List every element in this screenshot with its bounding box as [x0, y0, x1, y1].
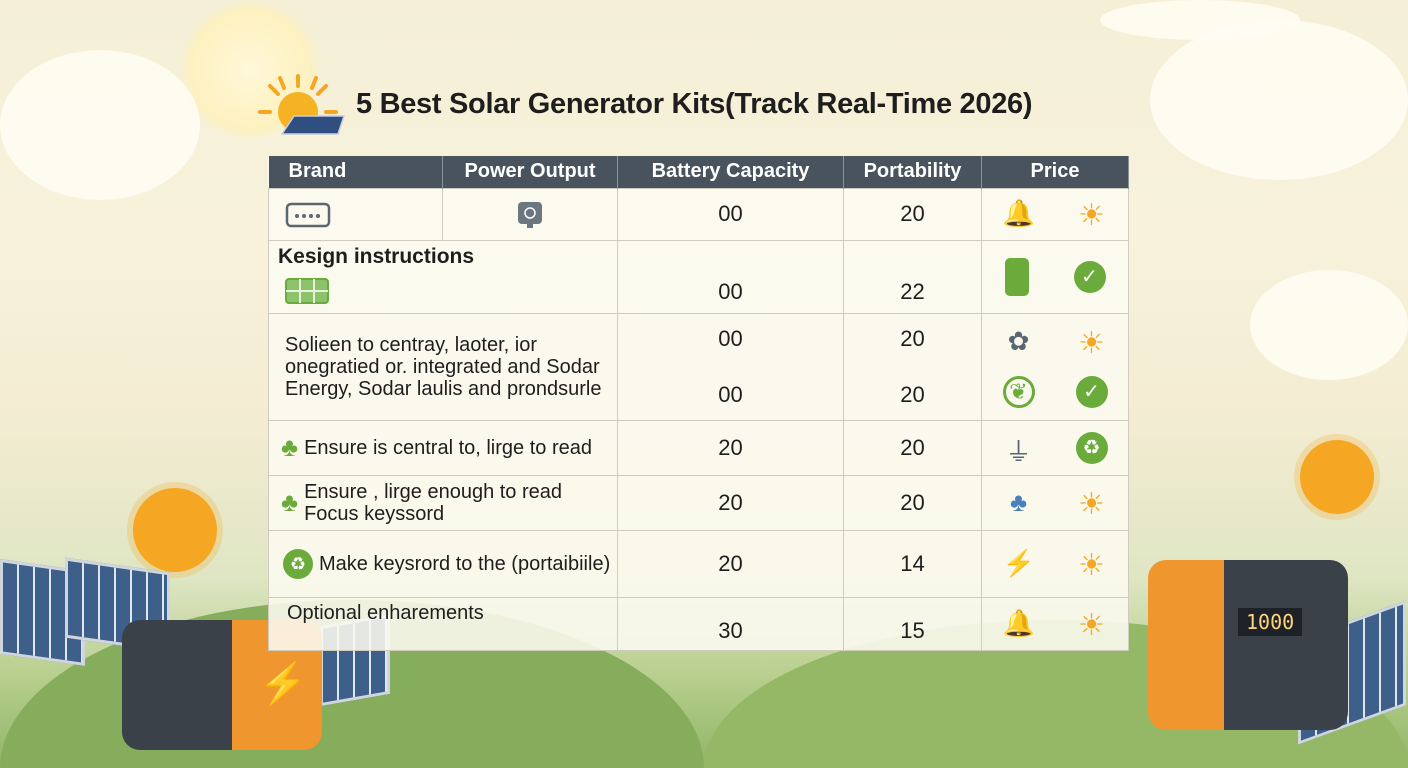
battery-capacity-cell: 00 [617, 239, 844, 314]
table-header-row: Brand Power Output Battery Capacity Port… [268, 156, 1129, 188]
portability-cell: 22 [843, 239, 982, 314]
portability-cell: 20 [900, 381, 925, 407]
sun-solar-panel-logo-icon [258, 74, 346, 135]
brand-cell: Kesign instructions [278, 244, 475, 268]
generator-icon [285, 202, 331, 228]
recycle-icon: ♻ [283, 548, 313, 579]
table-row: ♣ Ensure , lirge enough to read Focus key… [268, 474, 1129, 531]
generator-display: 1000 [1238, 608, 1303, 636]
solar-panel-icon [285, 277, 329, 304]
comparison-table: Brand Power Output Battery Capacity Port… [268, 156, 1129, 651]
battery-capacity-cell: 20 [617, 474, 844, 531]
cloud [1250, 270, 1408, 380]
table-row: ♻ Make keysrord to the (portaibiile) 20 1… [268, 529, 1129, 598]
device-icon [1004, 257, 1029, 296]
sun-icon: ☀ [1078, 326, 1105, 360]
brand-cell: Ensure is central to, lirge to read [304, 436, 592, 459]
sun-icon: ☀ [1078, 199, 1105, 232]
brand-cell: Make keysrord to the (portaibiile) [319, 552, 611, 575]
table-row: Optional enharements 30 15 🔔 ☀ [268, 596, 1129, 651]
header-power-output: Power Output [442, 156, 618, 188]
battery-capacity-cell: 20 [617, 529, 844, 598]
green-check-icon: ✓ [1075, 375, 1108, 408]
lightning-icon: ⚡ [258, 662, 308, 706]
cloud [1100, 0, 1300, 40]
header-price: Price [981, 156, 1129, 188]
sun-icon: ☀ [1078, 487, 1105, 521]
header-brand: Brand [268, 156, 443, 188]
alarm-bell-icon: 🔔 [1002, 607, 1035, 638]
battery-capacity-cell: 30 [617, 596, 844, 651]
solar-tree-icon: ♣ [1009, 486, 1028, 517]
cloud [1150, 20, 1408, 180]
battery-capacity-cell: 00 [617, 187, 844, 241]
sun-icon: ☀ [1078, 548, 1105, 582]
table-row: 00 20 🔔 ☀ [268, 187, 1129, 241]
header-portability: Portability [843, 156, 982, 188]
page-title: 5 Best Solar Generator Kits(Track Real-T… [356, 87, 1033, 120]
leaf-icon: ❦ [1002, 375, 1035, 408]
portability-cell: 15 [843, 596, 982, 651]
portability-cell: 14 [843, 529, 982, 598]
cloud [0, 50, 200, 200]
table-row: Solieen to centray, laoter, ior onegrati… [268, 312, 1129, 421]
table-row: Kesign instructions 00 22 ✓ [268, 239, 1129, 314]
sun-icon: ☀ [1078, 608, 1105, 642]
portability-cell: 20 [843, 419, 982, 476]
alarm-bell-icon: 🔔 [1002, 198, 1035, 228]
recycle-icon: ♻ [1075, 431, 1108, 464]
brand-cell: Ensure , lirge enough to read Focus keys… [304, 480, 563, 525]
battery-capacity-cell: 00 [718, 381, 743, 407]
portability-cell: 20 [900, 325, 925, 351]
solar-tree-icon: ♣ [281, 432, 299, 462]
lightning-icon: ⚡ [1002, 547, 1035, 578]
solar-tree-icon: ♣ [281, 487, 299, 517]
table-row: ♣ Ensure is central to, lirge to read 20 … [268, 419, 1129, 476]
green-check-icon: ✓ [1073, 260, 1106, 293]
flower-plug-icon: ✿ [1007, 325, 1030, 356]
sun-illustration [133, 488, 217, 572]
portability-cell: 20 [843, 187, 982, 241]
sun-illustration [1300, 440, 1374, 514]
title-bar: 5 Best Solar Generator Kits(Track Real-T… [258, 72, 1033, 136]
portability-cell: 20 [843, 474, 982, 531]
plug-icon: ⏚ [1005, 436, 1032, 467]
brand-cell: Optional enharements [268, 596, 618, 651]
battery-capacity-cell: 20 [617, 419, 844, 476]
portable-generator-illustration: 1000 [1148, 560, 1348, 730]
battery-capacity-cell: 00 [718, 325, 743, 351]
header-battery-capacity: Battery Capacity [617, 156, 844, 188]
power-station-icon [518, 202, 542, 228]
brand-cell: Solieen to centray, laoter, ior onegrati… [268, 312, 618, 421]
